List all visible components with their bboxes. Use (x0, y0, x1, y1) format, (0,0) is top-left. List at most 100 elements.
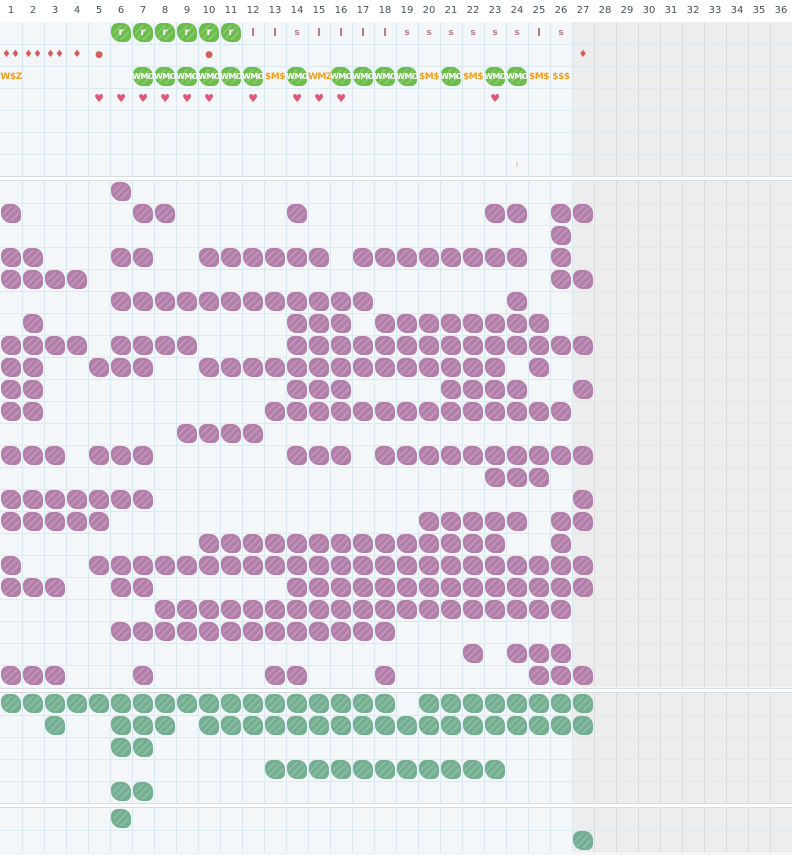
purple-tile[interactable] (550, 225, 572, 247)
purple-tile[interactable] (374, 247, 396, 269)
purple-tile[interactable] (154, 291, 176, 313)
purple-tile[interactable] (44, 577, 66, 599)
purple-tile[interactable] (418, 445, 440, 467)
purple-tile[interactable] (286, 291, 308, 313)
column-header-cell[interactable]: 4 (73, 5, 81, 16)
purple-tile[interactable] (66, 335, 88, 357)
purple-tile[interactable] (0, 445, 22, 467)
purple-tile[interactable] (352, 335, 374, 357)
purple-tile[interactable] (330, 555, 352, 577)
purple-tile[interactable] (308, 313, 330, 335)
column-header-cell[interactable]: 9 (183, 5, 191, 16)
purple-tile[interactable] (286, 577, 308, 599)
teal-tile[interactable] (264, 693, 286, 715)
purple-tile[interactable] (154, 203, 176, 225)
bar-marker-icon[interactable]: I (528, 22, 550, 44)
purple-tile[interactable] (220, 599, 242, 621)
purple-tile[interactable] (528, 555, 550, 577)
purple-tile[interactable] (198, 555, 220, 577)
s-marker-icon[interactable]: s (286, 22, 308, 44)
purple-tile[interactable] (242, 247, 264, 269)
purple-tile[interactable] (418, 313, 440, 335)
teal-tile[interactable] (264, 759, 286, 781)
purple-tile[interactable] (286, 555, 308, 577)
dot-icon[interactable]: ● (198, 44, 220, 66)
purple-tile[interactable] (506, 511, 528, 533)
s-marker-icon[interactable]: s (396, 22, 418, 44)
teal-tile[interactable] (66, 693, 88, 715)
wmo-tile[interactable]: WMO (154, 66, 176, 88)
purple-tile[interactable] (220, 357, 242, 379)
teal-tile[interactable] (286, 693, 308, 715)
purple-tile[interactable] (242, 533, 264, 555)
purple-tile[interactable] (484, 357, 506, 379)
purple-tile[interactable] (0, 555, 22, 577)
column-header-cell[interactable]: 36 (774, 5, 788, 16)
purple-tile[interactable] (0, 665, 22, 687)
purple-tile[interactable] (484, 247, 506, 269)
wmo-tile[interactable]: WMO (396, 66, 418, 88)
teal-tile[interactable] (308, 759, 330, 781)
wmo-tile[interactable]: WMO (330, 66, 352, 88)
teal-tile[interactable] (506, 693, 528, 715)
purple-tile[interactable] (484, 511, 506, 533)
purple-tile[interactable] (462, 335, 484, 357)
purple-tile[interactable] (550, 401, 572, 423)
purple-tile[interactable] (22, 379, 44, 401)
column-header-cell[interactable]: 22 (466, 5, 480, 16)
purple-tile[interactable] (154, 555, 176, 577)
purple-tile[interactable] (154, 335, 176, 357)
bar-marker-icon[interactable]: I (264, 22, 286, 44)
purple-tile[interactable] (484, 379, 506, 401)
purple-tile[interactable] (462, 533, 484, 555)
teal-tile[interactable] (572, 715, 594, 737)
purple-tile[interactable] (572, 511, 594, 533)
column-header-cell[interactable]: 19 (400, 5, 414, 16)
purple-tile[interactable] (550, 555, 572, 577)
green-r-tile[interactable]: r (176, 22, 198, 44)
purple-tile[interactable] (132, 665, 154, 687)
purple-tile[interactable] (220, 555, 242, 577)
teal-tile[interactable] (440, 693, 462, 715)
purple-tile[interactable] (264, 621, 286, 643)
purple-tile[interactable] (132, 357, 154, 379)
teal-tile[interactable] (198, 693, 220, 715)
purple-tile[interactable] (506, 379, 528, 401)
column-header-cell[interactable]: 6 (117, 5, 125, 16)
purple-tile[interactable] (440, 357, 462, 379)
purple-tile[interactable] (330, 533, 352, 555)
purple-tile[interactable] (550, 269, 572, 291)
purple-tile[interactable] (462, 313, 484, 335)
purple-tile[interactable] (286, 621, 308, 643)
currency-label[interactable]: WMZ (308, 66, 332, 88)
purple-tile[interactable] (572, 577, 594, 599)
teal-tile[interactable] (352, 715, 374, 737)
purple-tile[interactable] (242, 423, 264, 445)
purple-tile[interactable] (506, 335, 528, 357)
purple-tile[interactable] (308, 555, 330, 577)
column-header-cell[interactable]: 33 (708, 5, 722, 16)
purple-tile[interactable] (110, 555, 132, 577)
purple-tile[interactable] (462, 599, 484, 621)
column-header-cell[interactable]: 11 (224, 5, 238, 16)
column-header-cell[interactable]: 29 (620, 5, 634, 16)
purple-tile[interactable] (88, 511, 110, 533)
purple-tile[interactable] (22, 665, 44, 687)
purple-tile[interactable] (550, 533, 572, 555)
teal-tile[interactable] (572, 693, 594, 715)
heart-icon[interactable]: ♥ (110, 88, 132, 110)
purple-tile[interactable] (264, 599, 286, 621)
heart-icon[interactable]: ♥ (88, 88, 110, 110)
column-header-cell[interactable]: 25 (532, 5, 546, 16)
purple-tile[interactable] (308, 621, 330, 643)
purple-tile[interactable] (440, 313, 462, 335)
column-header-cell[interactable]: 3 (51, 5, 59, 16)
purple-tile[interactable] (462, 577, 484, 599)
purple-tile[interactable] (0, 203, 22, 225)
purple-tile[interactable] (88, 555, 110, 577)
teal-tile[interactable] (176, 693, 198, 715)
purple-tile[interactable] (22, 357, 44, 379)
purple-tile[interactable] (286, 357, 308, 379)
teal-tile[interactable] (462, 693, 484, 715)
purple-tile[interactable] (0, 335, 22, 357)
